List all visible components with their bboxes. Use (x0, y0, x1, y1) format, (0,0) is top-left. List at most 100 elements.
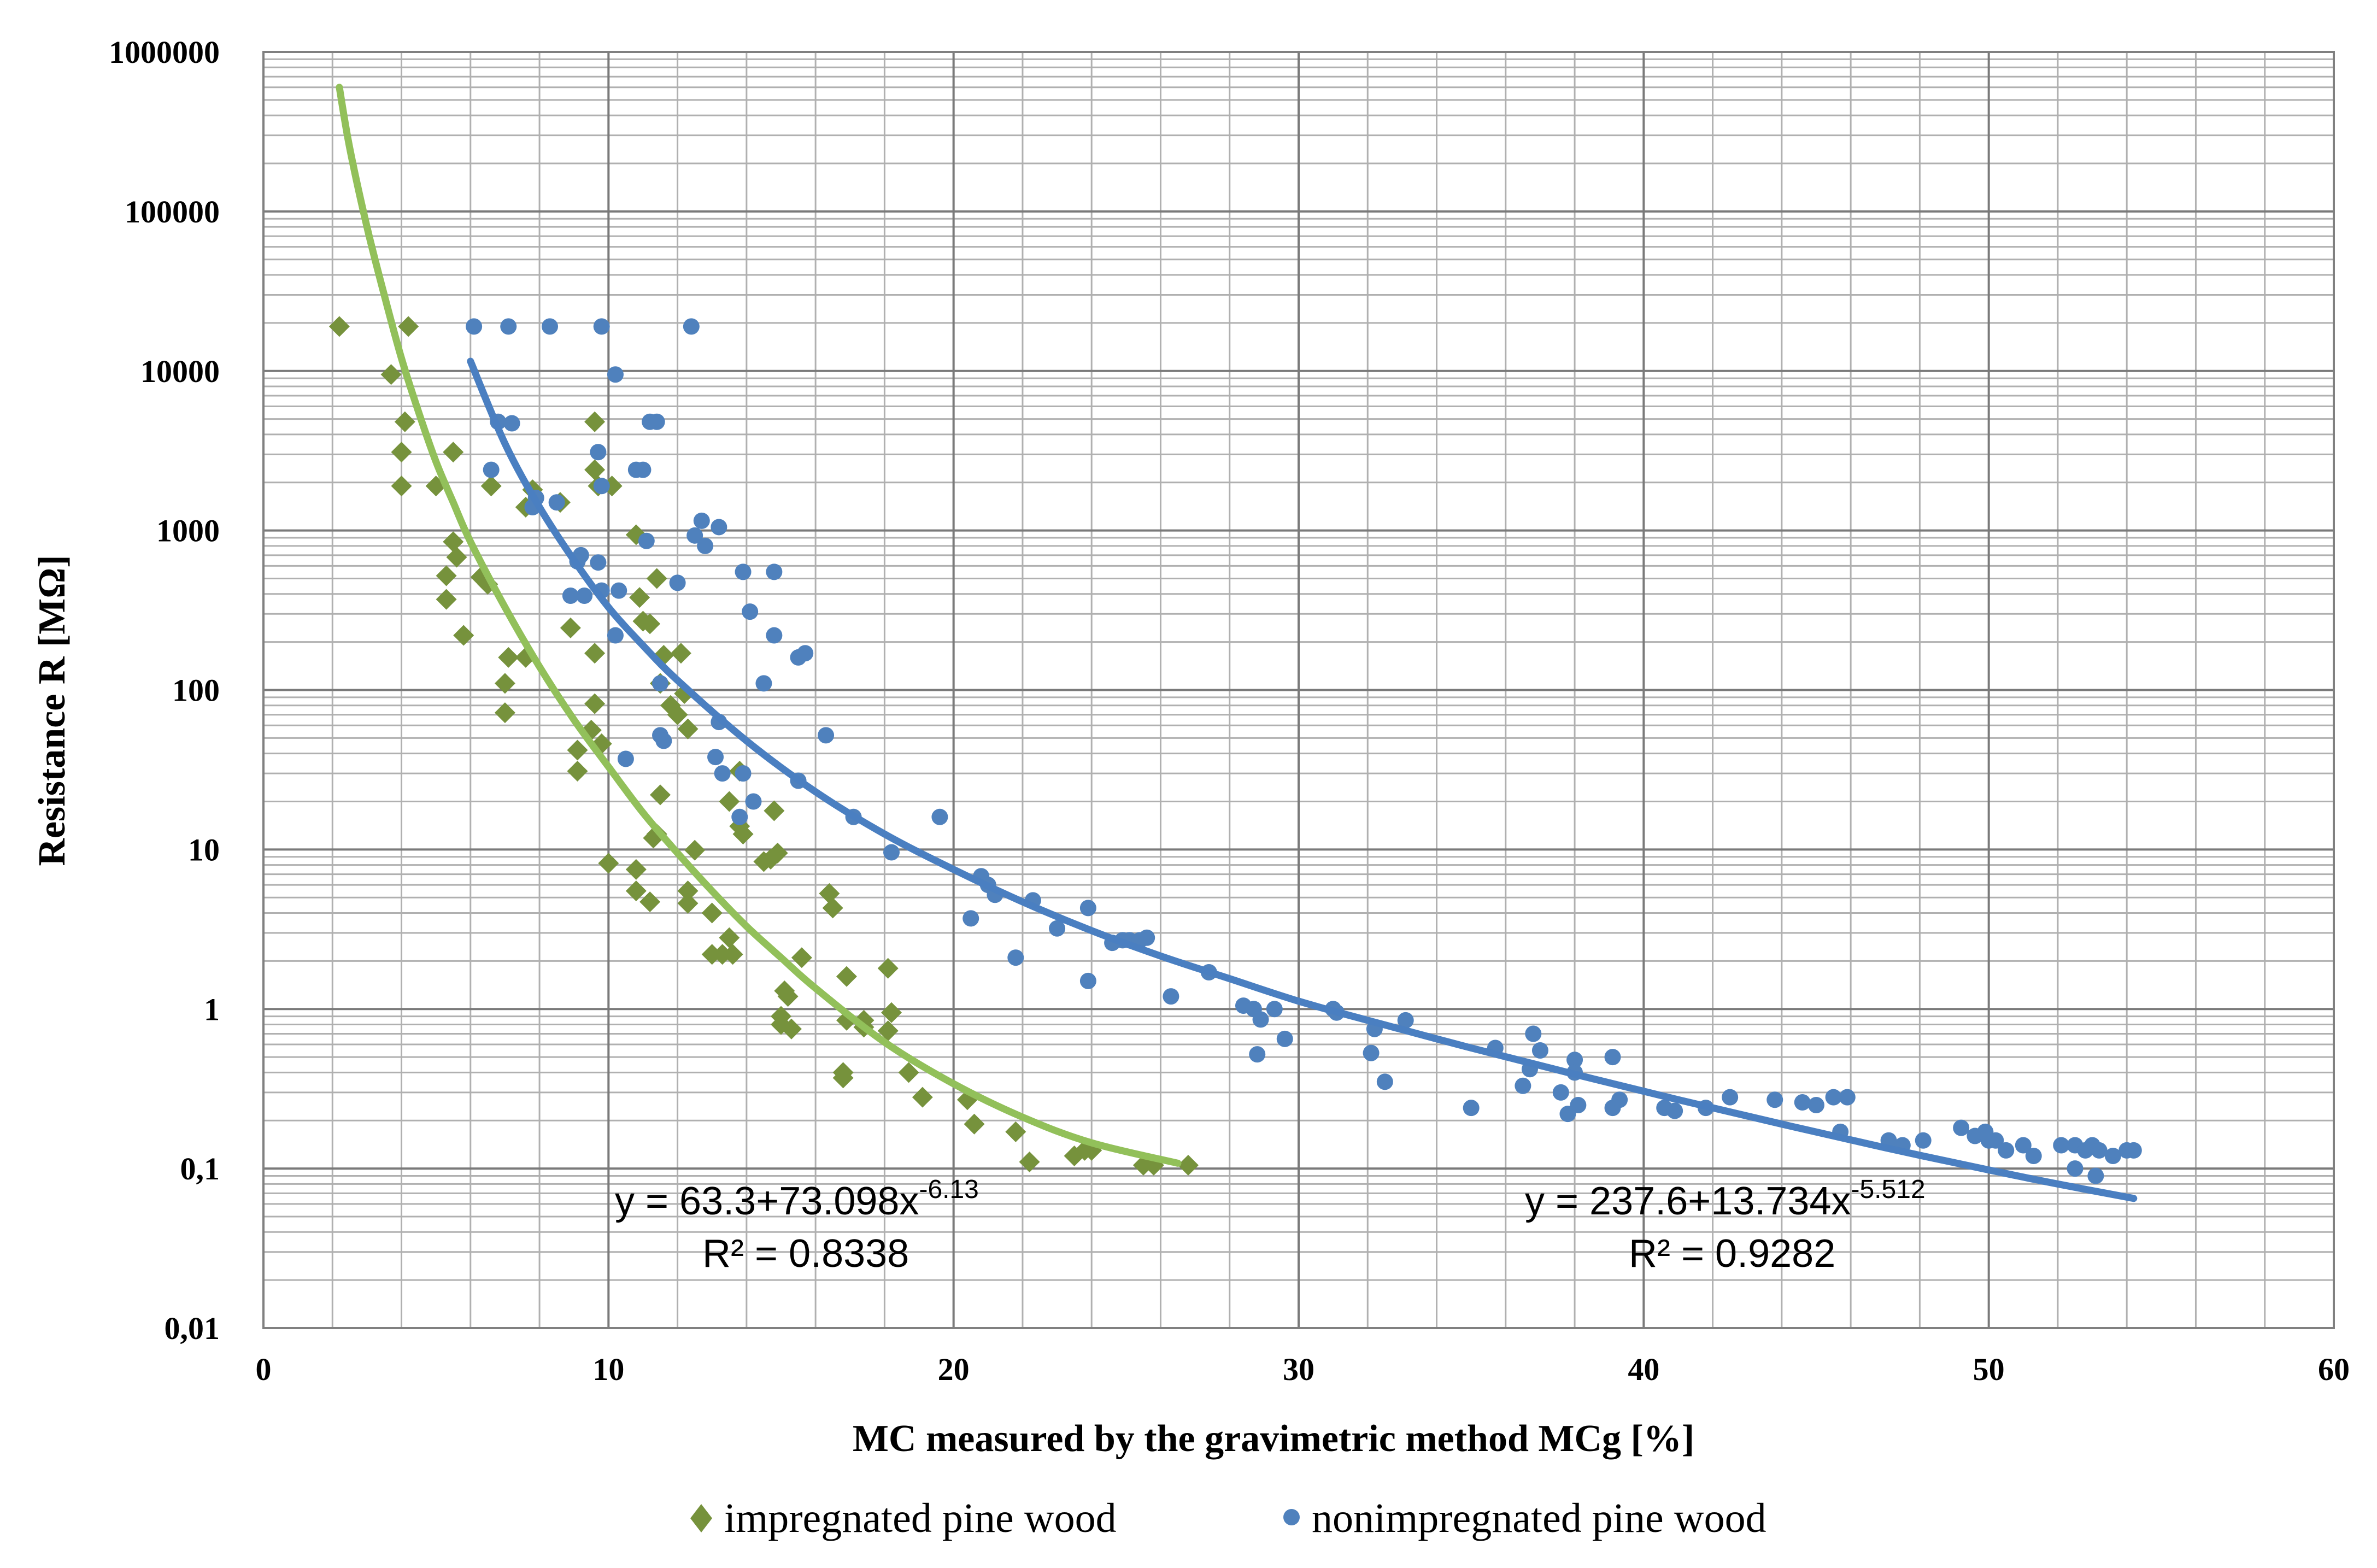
x-tick-label: 30 (1283, 1352, 1314, 1387)
point-impregnated (719, 791, 740, 812)
point-impregnated (598, 853, 619, 874)
point-nonimpregnated (1266, 1001, 1283, 1018)
point-impregnated (498, 647, 519, 668)
trendlines (336, 84, 2138, 1202)
point-nonimpregnated (1138, 929, 1155, 946)
legend-marker-impregnated (690, 1504, 712, 1532)
point-impregnated (391, 475, 412, 497)
point-nonimpregnated (466, 318, 483, 335)
major-gridlines (262, 51, 2335, 1329)
point-nonimpregnated (548, 494, 565, 511)
point-impregnated (701, 902, 723, 924)
point-nonimpregnated (1249, 1046, 1266, 1063)
point-nonimpregnated (1463, 1100, 1480, 1117)
equation-impregnated: y = 63.3+73.098x-6.13 R² = 0.8338 (615, 1175, 979, 1276)
point-nonimpregnated (1611, 1091, 1628, 1108)
point-nonimpregnated (1079, 900, 1096, 917)
point-nonimpregnated (1376, 1073, 1393, 1090)
point-nonimpregnated (1766, 1091, 1783, 1108)
point-nonimpregnated (593, 318, 610, 335)
r2-nonimpregnated: R² = 0.9282 (1629, 1232, 1835, 1276)
y-axis-ticks: 1000000 100000 10000 1000 100 10 1 0,1 0,01 (109, 34, 220, 1346)
point-nonimpregnated (1604, 1049, 1621, 1066)
y-tick-label: 0,1 (180, 1151, 220, 1187)
point-impregnated (380, 364, 402, 385)
point-impregnated (625, 859, 647, 880)
legend-label-impregnated: impregnated pine wood (724, 1495, 1117, 1541)
trendline-nonimpregnated (467, 357, 2138, 1202)
point-nonimpregnated (652, 675, 669, 692)
point-nonimpregnated (1276, 1030, 1293, 1047)
point-nonimpregnated (2053, 1137, 2070, 1154)
point-nonimpregnated (607, 366, 624, 383)
point-impregnated (443, 531, 464, 553)
point-nonimpregnated (2104, 1148, 2121, 1165)
point-impregnated (722, 944, 743, 965)
point-nonimpregnated (1825, 1089, 1842, 1106)
point-nonimpregnated (590, 444, 607, 461)
point-nonimpregnated (1252, 1011, 1269, 1028)
point-nonimpregnated (1531, 1042, 1548, 1059)
y-tick-label: 10000 (140, 354, 220, 389)
point-impregnated (912, 1087, 933, 1108)
point-impregnated (436, 589, 457, 610)
point-impregnated (964, 1113, 985, 1135)
point-nonimpregnated (611, 582, 627, 599)
point-nonimpregnated (1552, 1084, 1569, 1101)
x-tick-label: 0 (256, 1352, 272, 1387)
point-nonimpregnated (483, 461, 500, 478)
point-impregnated (443, 442, 464, 463)
point-nonimpregnated (2067, 1160, 2083, 1177)
point-impregnated (719, 927, 740, 948)
x-tick-label: 40 (1628, 1352, 1659, 1387)
y-axis-title: Resistance R [MΩ] (31, 555, 73, 866)
equation-nonimpregnated-exponent: -5.512 (1851, 1175, 1926, 1204)
x-tick-label: 50 (1973, 1352, 2005, 1387)
point-impregnated (791, 947, 812, 968)
trendline-impregnated (336, 84, 1182, 1167)
series-points (328, 316, 2142, 1184)
point-impregnated (753, 851, 774, 872)
point-impregnated (898, 1062, 919, 1083)
point-nonimpregnated (1049, 920, 1066, 937)
point-nonimpregnated (1397, 1012, 1414, 1029)
equation-impregnated-base: y = 63.3+73.098x (615, 1179, 919, 1223)
point-nonimpregnated (1722, 1089, 1739, 1106)
point-nonimpregnated (2091, 1142, 2108, 1159)
svg-text:y = 237.6+13.734x-5.512: y = 237.6+13.734x-5.512 (1525, 1175, 1926, 1223)
point-nonimpregnated (1363, 1044, 1380, 1061)
point-impregnated (584, 643, 606, 664)
r2-impregnated: R² = 0.8338 (702, 1232, 909, 1276)
point-nonimpregnated (766, 563, 783, 580)
point-impregnated (480, 475, 502, 497)
point-nonimpregnated (707, 749, 724, 766)
point-impregnated (328, 316, 350, 337)
point-impregnated (494, 673, 515, 694)
point-impregnated (446, 547, 467, 568)
point-impregnated (819, 883, 840, 904)
point-nonimpregnated (1570, 1096, 1587, 1113)
point-nonimpregnated (714, 765, 731, 782)
point-impregnated (391, 442, 412, 463)
point-nonimpregnated (1079, 972, 1096, 989)
x-tick-label: 60 (2318, 1352, 2350, 1387)
point-nonimpregnated (931, 808, 948, 825)
point-nonimpregnated (1953, 1119, 1970, 1136)
y-tick-label: 100 (172, 673, 220, 708)
point-impregnated (764, 800, 785, 821)
point-nonimpregnated (2087, 1167, 2104, 1184)
point-impregnated (394, 411, 415, 432)
x-axis-ticks: 0 10 20 30 40 50 60 (256, 1352, 2350, 1387)
point-nonimpregnated (711, 519, 727, 536)
point-impregnated (650, 784, 671, 806)
point-impregnated (1019, 1152, 1040, 1173)
point-impregnated (646, 568, 667, 589)
point-impregnated (1177, 1154, 1199, 1176)
plot-area-border (262, 51, 2335, 1329)
y-tick-label: 1 (204, 991, 220, 1027)
point-impregnated (670, 643, 691, 664)
point-impregnated (732, 824, 754, 845)
point-impregnated (639, 613, 661, 635)
point-nonimpregnated (745, 793, 762, 810)
